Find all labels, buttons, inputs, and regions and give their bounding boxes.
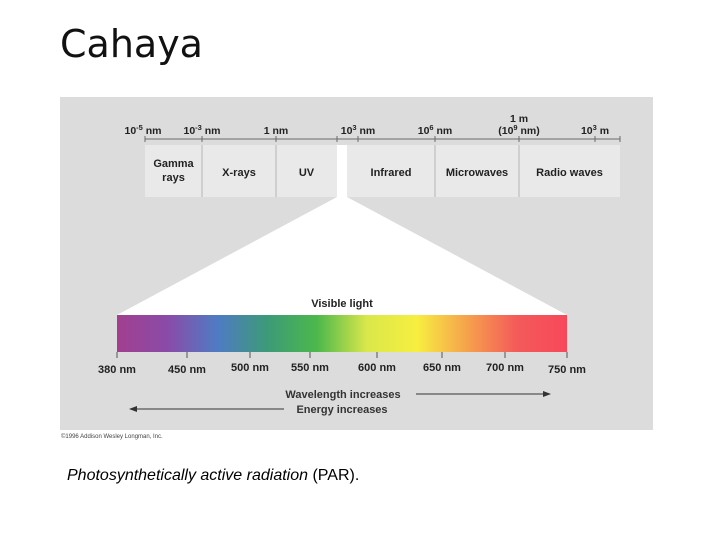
scale-label-base: (10 [498, 125, 513, 137]
band-label: X-rays [222, 167, 256, 179]
band-label: UV [299, 167, 315, 179]
scale-label: 106 nm [418, 123, 453, 137]
scale-label: 10-3 nm [183, 123, 220, 137]
visible-ticks: 380 nm 450 nm 500 nm 550 nm 600 nm 650 nm 700 … [98, 352, 586, 376]
band-label: Radio waves [536, 167, 603, 179]
scale-label-unit: nm [202, 125, 221, 137]
visible-tick-label: 650 nm [423, 362, 461, 374]
scale-label-base: 10 [418, 125, 430, 137]
caption-rest: (PAR). [308, 467, 360, 484]
visible-tick-label: 750 nm [548, 364, 586, 376]
visible-expansion-wedge [117, 145, 567, 315]
scale-label-exponent: 6 [429, 123, 433, 132]
scale-label-exponent: 3 [352, 123, 356, 132]
scale-label-base: 10 [341, 125, 353, 137]
scale-label-unit: nm) [518, 125, 540, 137]
scale-label-unit: nm [434, 125, 453, 137]
visible-tick-label: 550 nm [291, 362, 329, 374]
scale-ticks [144, 136, 621, 142]
energy-label: Energy increases [296, 404, 387, 416]
scale-label-unit: nm [143, 125, 162, 137]
scale-label: 103 nm [341, 123, 376, 137]
scale-label: 10-5 nm [124, 123, 161, 137]
band-bar-right [347, 145, 620, 197]
caption-italic: Photosynthetically active radiation [67, 467, 309, 484]
scale-label-exponent: 3 [593, 123, 597, 132]
scale-label-base: 10 [124, 125, 136, 137]
visible-light-title: Visible light [311, 298, 373, 310]
visible-spectrum-bar [117, 315, 567, 352]
visible-tick-label: 450 nm [168, 364, 206, 376]
scale-label-exponent: -5 [136, 123, 143, 132]
spectrum-figure: 10-5 nm 10-3 nm 1 nm 103 nm 106 nm (109 nm) 1 … [60, 97, 653, 430]
band-label-line2: rays [162, 172, 185, 184]
scale-labels: 10-5 nm 10-3 nm 1 nm 103 nm 106 nm (109 nm)1 … [124, 113, 609, 137]
slide-title: Cahaya [60, 22, 203, 66]
scale-label: 1 nm [264, 125, 289, 137]
scale-label-base: 10 [581, 125, 593, 137]
visible-tick-label: 500 nm [231, 362, 269, 374]
wavelength-label: Wavelength increases [285, 389, 400, 401]
band-label: Microwaves [446, 167, 508, 179]
visible-tick-label: 380 nm [98, 364, 136, 376]
caption: Photosynthetically active radiation (PAR… [67, 467, 359, 485]
band-label: Gamma [153, 158, 194, 170]
scale-label: (109 nm) [498, 123, 540, 137]
scale-label-top: 1 m [510, 113, 528, 125]
scale-label-unit: m [597, 125, 609, 137]
scale-label-unit: nm [357, 125, 376, 137]
copyright-credit: ©1996 Addison Wesley Longman, Inc. [61, 434, 163, 440]
visible-tick-label: 700 nm [486, 362, 524, 374]
spectrum-diagram: 10-5 nm 10-3 nm 1 nm 103 nm 106 nm (109 nm)1 … [98, 113, 621, 416]
scale-label: 103 m [581, 123, 609, 137]
visible-tick-label: 600 nm [358, 362, 396, 374]
scale-label-exponent: 9 [513, 123, 517, 132]
band-label: Infrared [371, 167, 412, 179]
band-bar: Gamma rays X-rays UV Infrared Microwaves Radio… [145, 145, 620, 197]
scale-label-base: 10 [183, 125, 195, 137]
band-bar-left [145, 145, 337, 197]
scale-label-exponent: -3 [195, 123, 202, 132]
